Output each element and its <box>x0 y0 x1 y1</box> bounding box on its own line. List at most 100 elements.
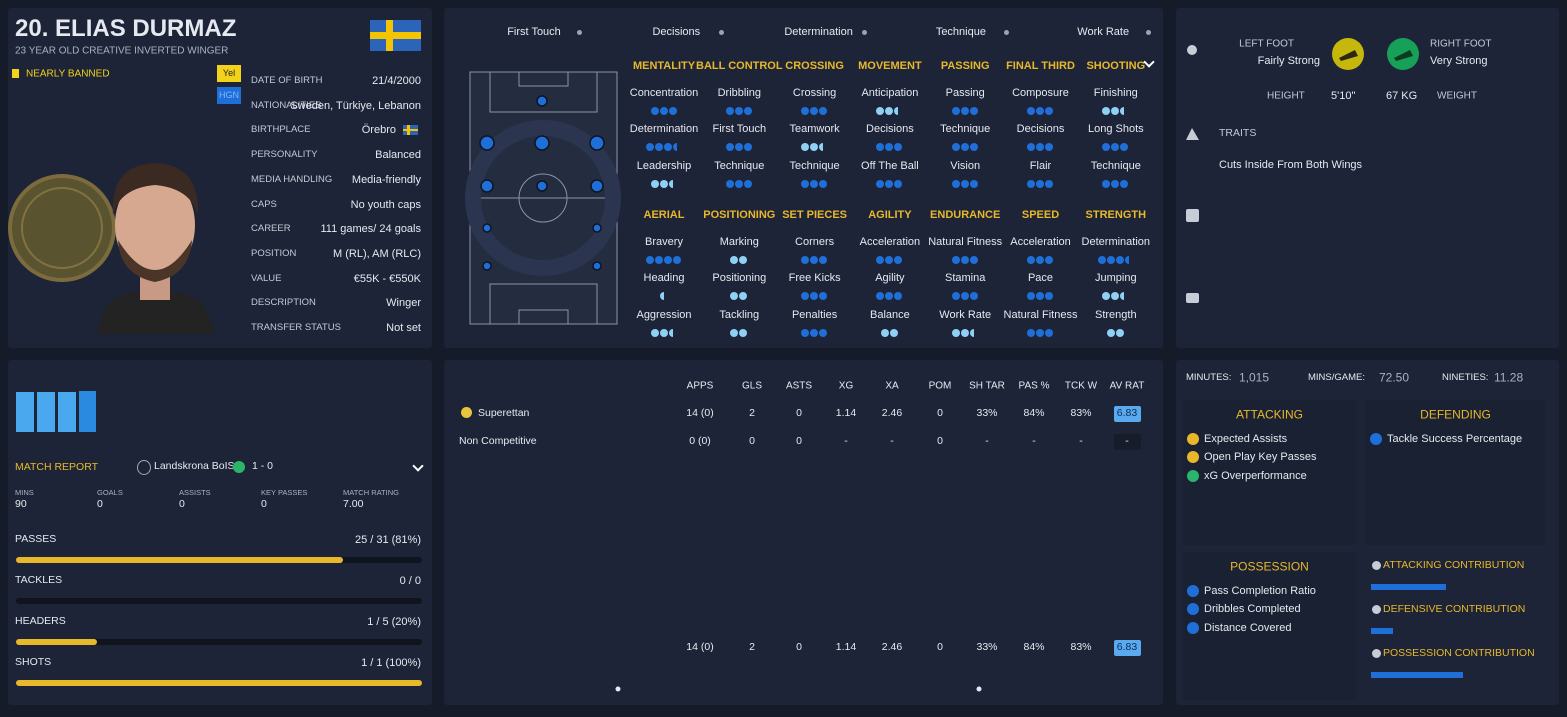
match-title: MATCH REPORT <box>15 461 99 474</box>
info-label: CAPS <box>251 198 277 210</box>
item-icon <box>1187 433 1199 445</box>
info-icon <box>1372 605 1381 614</box>
contribution-label: DEFENSIVE CONTRIBUTION <box>1383 603 1526 616</box>
attribute-name: Heading <box>643 272 685 285</box>
stat-cell: 14 (0) <box>686 407 714 420</box>
dot <box>819 179 828 188</box>
dot <box>1027 179 1035 188</box>
badge: Yel <box>217 65 241 82</box>
match-stat-label: KEY PASSES <box>261 487 308 497</box>
dot <box>673 143 677 152</box>
stat-cell: - <box>1079 435 1083 448</box>
column-header: GLS <box>741 380 763 392</box>
dot <box>819 328 828 337</box>
match-stat-label: ASSISTS <box>179 487 211 497</box>
dot <box>1036 179 1044 188</box>
dot <box>1102 179 1111 188</box>
dot <box>960 179 969 188</box>
stats-panel <box>444 360 1163 705</box>
page-dots <box>615 686 982 692</box>
attribute-dots <box>725 107 753 115</box>
attribute-dots <box>801 179 828 188</box>
dot <box>739 328 748 337</box>
height-label: HEIGHT <box>1267 90 1305 102</box>
info-icon <box>1372 649 1381 658</box>
group-title: PASSING <box>940 59 990 72</box>
dot <box>1106 256 1115 264</box>
dot <box>1027 328 1035 337</box>
column-header: PAS % <box>1018 380 1050 392</box>
dot <box>801 256 810 264</box>
contribution-bar <box>1371 628 1394 634</box>
key-attribute: First Touch <box>507 25 561 38</box>
key-dot <box>577 30 582 35</box>
attribute-name: Decisions <box>866 123 914 136</box>
column-header: AV RAT <box>1109 380 1145 392</box>
stat-cell: - <box>1032 435 1036 448</box>
group-title: SET PIECES <box>782 208 847 221</box>
dot <box>876 292 885 301</box>
attribute-dots <box>876 143 903 152</box>
score: 1 - 0 <box>252 460 274 473</box>
attribute-name: Agility <box>875 272 905 285</box>
stat-cell: 83% <box>1070 641 1092 654</box>
attribute-dots <box>1102 143 1129 152</box>
dot <box>894 107 899 115</box>
attribute-dots <box>876 179 903 188</box>
stat-cell: 1.14 <box>835 641 857 654</box>
competition: Superettan <box>478 407 530 420</box>
dot <box>1115 256 1124 264</box>
dot <box>734 107 743 115</box>
rating-box <box>1114 406 1141 422</box>
summary-label: MINUTES: <box>1186 371 1232 383</box>
attribute-dots <box>646 143 682 152</box>
stat-cell: 2.46 <box>881 407 903 420</box>
stat-cell: 2 <box>749 407 755 420</box>
summary-value: 11.28 <box>1494 370 1524 385</box>
dot <box>725 179 734 188</box>
item-icon <box>1370 433 1382 445</box>
badge: HGN <box>217 87 241 104</box>
attribute-name: Jumping <box>1095 272 1137 285</box>
match-stat-label: MATCH RATING <box>343 487 399 497</box>
attribute-dots <box>1027 179 1054 188</box>
bar-value: 0 / 0 <box>399 574 421 587</box>
attribute-dots <box>650 107 678 115</box>
attribute-dots <box>646 256 682 264</box>
dot <box>1045 328 1053 337</box>
attribute-name: Aggression <box>636 308 692 321</box>
dot <box>650 107 659 115</box>
dot <box>876 256 885 264</box>
attribute-name: Vision <box>950 159 981 172</box>
stat-cell: - <box>844 435 848 448</box>
attribute-name: Flair <box>1029 159 1052 172</box>
attribute-dots <box>951 143 979 152</box>
attribute-dots <box>1097 256 1134 264</box>
info-label: DATE OF BIRTH <box>251 74 323 86</box>
flag <box>370 20 421 135</box>
dot <box>810 143 819 152</box>
dot <box>730 328 739 337</box>
attribute-dots <box>659 292 669 301</box>
info-label: POSITION <box>251 247 297 259</box>
attribute-name: Technique <box>940 123 991 136</box>
club-crest <box>8 174 116 282</box>
attribute-name: Determination <box>1081 235 1151 248</box>
info-value: 111 games/ 24 goals <box>320 223 422 236</box>
dot <box>880 328 889 337</box>
info-label: BIRTHPLACE <box>251 124 311 136</box>
player-photo <box>98 163 214 334</box>
attribute-name: Positioning <box>712 272 767 285</box>
dot <box>951 292 960 301</box>
dot <box>951 107 960 115</box>
key-attribute: Decisions <box>652 25 701 38</box>
group-title: FINAL THIRD <box>1006 59 1075 72</box>
group-title: POSITIONING <box>703 208 776 221</box>
bar-label: PASSES <box>15 533 57 546</box>
key-attribute: Work Rate <box>1077 25 1130 38</box>
dot <box>960 256 969 264</box>
foot-value: Fairly Strong <box>1257 54 1320 67</box>
attribute-dots <box>1106 328 1125 337</box>
dot <box>810 256 819 264</box>
bar-value: 1 / 5 (20%) <box>367 615 421 628</box>
